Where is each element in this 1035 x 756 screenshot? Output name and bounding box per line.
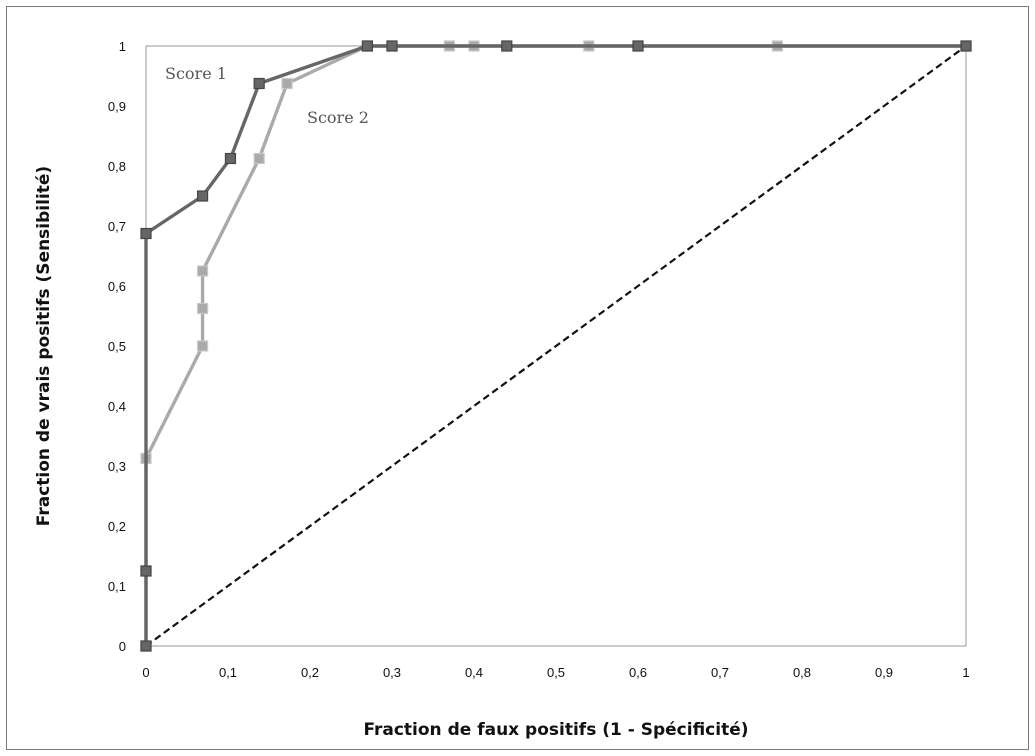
series-layer bbox=[140, 40, 972, 652]
x-tick-label: 0,3 bbox=[383, 665, 401, 680]
x-axis-title: Fraction de faux positifs (1 - Spécifici… bbox=[363, 720, 748, 740]
series-1-point bbox=[632, 40, 644, 52]
series-2-point bbox=[196, 265, 209, 277]
series-1-point bbox=[196, 190, 209, 202]
y-tick-label: 0,8 bbox=[108, 159, 126, 174]
series-1-point bbox=[140, 565, 152, 577]
series-1-point bbox=[386, 40, 398, 52]
series-2-point bbox=[281, 77, 293, 90]
x-tick-label: 0,2 bbox=[301, 665, 319, 680]
x-tick-label: 0,4 bbox=[465, 665, 483, 680]
y-tick-label: 0,6 bbox=[108, 279, 126, 294]
x-tick-label: 0,6 bbox=[629, 665, 647, 680]
y-tick-label: 0,3 bbox=[108, 459, 126, 474]
x-tick-label: 0,8 bbox=[793, 665, 811, 680]
series-1-point bbox=[253, 77, 265, 90]
y-tick-label: 0,1 bbox=[108, 579, 126, 594]
axis-ticks: 0 0,1 0,2 0,3 0,4 0,5 0,6 0,7 0,8 0,9 1 0 0,1 0,2 0,3 0… bbox=[108, 39, 970, 680]
series-label-score-1: Score 1 bbox=[165, 64, 227, 83]
series-1-point bbox=[361, 40, 373, 52]
y-tick-label: 0 bbox=[119, 639, 126, 654]
series-1-point bbox=[140, 227, 152, 240]
series-2-point bbox=[196, 302, 209, 315]
roc-chart: 0 0,1 0,2 0,3 0,4 0,5 0,6 0,7 0,8 0,9 1 0 0,1 0,2 0,3 0… bbox=[34, 39, 972, 740]
series-1-point bbox=[501, 40, 513, 52]
y-axis-title: Fraction de vrais positifs (Sensibilité) bbox=[34, 166, 54, 526]
series-label-score-2: Score 2 bbox=[307, 108, 369, 127]
reference-diagonal-line bbox=[145, 45, 967, 647]
y-tick-label: 0,2 bbox=[108, 519, 126, 534]
y-tick-label: 1 bbox=[119, 39, 126, 54]
series-1-point bbox=[960, 40, 972, 52]
x-tick-label: 0 bbox=[142, 665, 149, 680]
series-2-point bbox=[253, 152, 265, 165]
y-tick-label: 0,9 bbox=[108, 99, 126, 114]
series-2-point bbox=[196, 340, 209, 352]
x-tick-label: 0,7 bbox=[711, 665, 729, 680]
x-tick-label: 1 bbox=[962, 665, 969, 680]
y-tick-label: 0,4 bbox=[108, 399, 126, 414]
x-tick-label: 0,9 bbox=[875, 665, 893, 680]
y-tick-label: 0,7 bbox=[108, 219, 126, 234]
series-1-point bbox=[224, 152, 237, 165]
chart-frame: 0 0,1 0,2 0,3 0,4 0,5 0,6 0,7 0,8 0,9 1 0 0,1 0,2 0,3 0… bbox=[6, 6, 1029, 750]
y-tick-label: 0,5 bbox=[108, 339, 126, 354]
x-tick-label: 0,5 bbox=[547, 665, 565, 680]
series-1-point bbox=[140, 640, 152, 652]
x-tick-label: 0,1 bbox=[219, 665, 237, 680]
